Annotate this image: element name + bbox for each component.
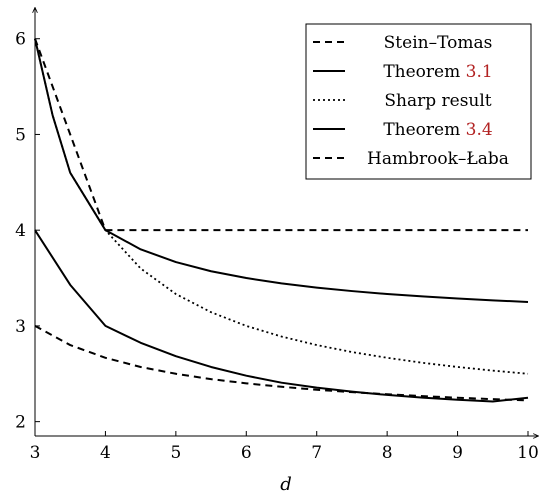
- legend-box: [305, 23, 532, 180]
- legend-ref-1: 3.1: [466, 62, 493, 82]
- x-tick-label: 8: [382, 443, 393, 463]
- series-line-2: [34, 38, 529, 375]
- legend-items: Stein–Tomas Theorem 3.1 Sharp result Theore…: [313, 33, 509, 169]
- y-tick-label: 3: [15, 317, 26, 337]
- legend-label-1: Theorem 3.1: [383, 62, 492, 82]
- legend-ref-3: 3.4: [466, 120, 493, 140]
- legend: Stein–Tomas Theorem 3.1 Sharp result Theore…: [305, 23, 532, 180]
- series-line-3: [34, 229, 529, 403]
- series-layer: [34, 38, 529, 403]
- y-tick-label: 6: [15, 30, 26, 50]
- x-tick-label: 3: [30, 443, 41, 463]
- x-tick-label: 9: [452, 443, 463, 463]
- x-axis-label: d: [280, 474, 292, 495]
- series-line-4: [34, 325, 529, 402]
- legend-label-0: Stein–Tomas: [384, 33, 493, 53]
- y-tick-label: 5: [15, 125, 26, 145]
- y-tick-label: 2: [15, 413, 26, 433]
- legend-label-4: Hambrook–Łaba: [367, 149, 509, 169]
- x-tick-label: 6: [241, 443, 252, 463]
- x-tick-label: 5: [170, 443, 181, 463]
- x-tick-label: 10: [517, 443, 539, 463]
- series-line-0: [34, 38, 528, 232]
- x-tick-label: 7: [311, 443, 322, 463]
- legend-label-2: Sharp result: [384, 91, 491, 111]
- legend-label-3: Theorem 3.4: [383, 120, 492, 140]
- x-tick-label: 4: [100, 443, 111, 463]
- y-tick-label: 4: [15, 221, 26, 241]
